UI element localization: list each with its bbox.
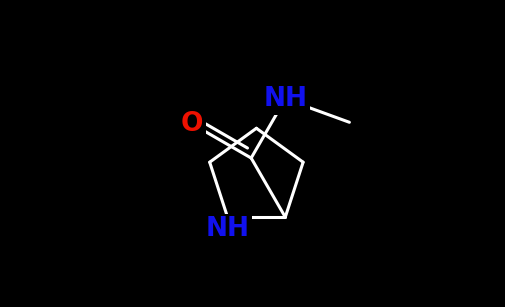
- Text: O: O: [180, 111, 203, 137]
- Text: NH: NH: [263, 86, 307, 112]
- Text: NH: NH: [205, 216, 249, 243]
